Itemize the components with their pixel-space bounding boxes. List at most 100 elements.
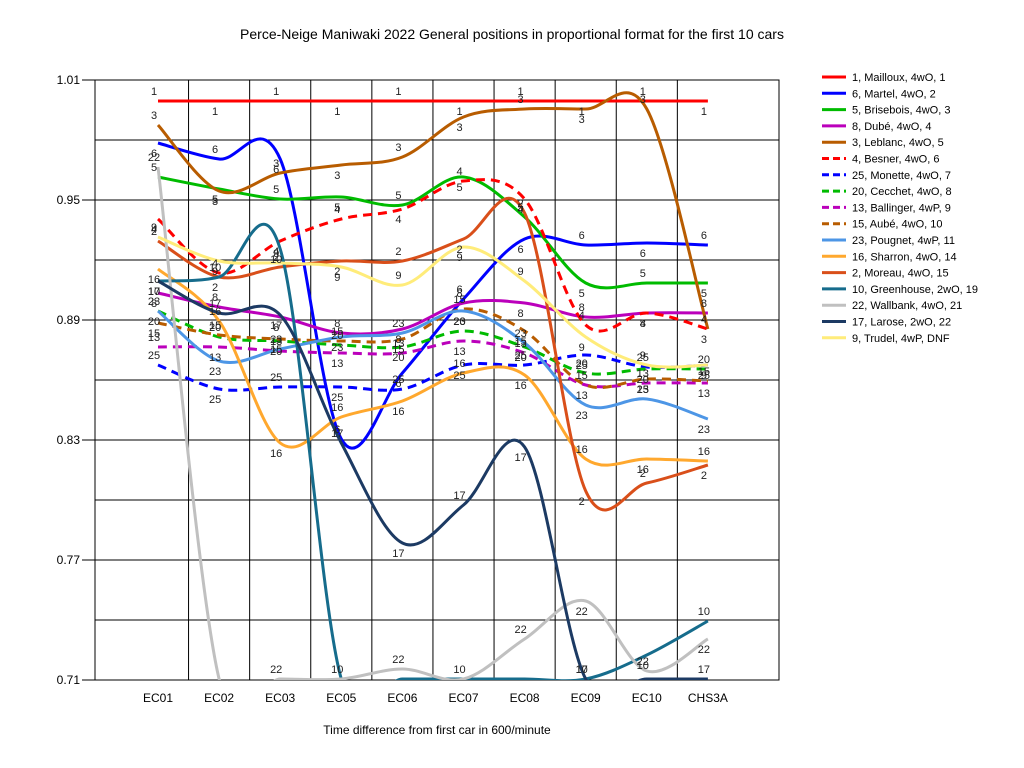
series-line-5 (157, 175, 708, 290)
point-label: 25 (453, 370, 465, 382)
series-line-17 (157, 279, 708, 680)
legend-entry: 17, Larose, 2wO, 22 (852, 317, 951, 329)
point-label: 23 (453, 316, 465, 328)
point-label: 2 (579, 496, 585, 508)
point-label: 4 (518, 204, 524, 216)
point-label: 23 (576, 410, 588, 422)
point-label: 4 (395, 214, 401, 226)
point-label: 23 (392, 318, 404, 330)
point-label: 23 (148, 296, 160, 308)
point-label: 16 (576, 444, 588, 456)
legend-entry: 1, Mailloux, 4wO, 1 (852, 72, 946, 84)
point-label: 17 (698, 664, 710, 676)
x-tick-label: CHS3A (688, 691, 728, 705)
point-label: 25 (392, 374, 404, 386)
point-label: 16 (331, 402, 343, 414)
point-label: 20 (514, 352, 526, 364)
point-label: 3 (334, 170, 340, 182)
point-label: 9 (212, 266, 218, 278)
series-line-8 (157, 291, 708, 336)
point-label: 13 (698, 388, 710, 400)
series-line-16 (157, 267, 708, 467)
series-line-20 (157, 309, 708, 376)
point-label: 23 (514, 328, 526, 340)
legend-entry: 9, Trudel, 4wP, DNF (852, 333, 950, 345)
point-label: 4 (151, 224, 157, 236)
point-label: 9 (395, 270, 401, 282)
point-label: 20 (637, 374, 649, 386)
point-label: 22 (576, 606, 588, 618)
series-lines (156, 91, 710, 680)
x-tick-label: EC01 (143, 691, 173, 705)
point-label: 2 (518, 198, 524, 210)
series-line-6 (157, 137, 708, 450)
point-label: 22 (148, 152, 160, 164)
x-axis-label: Time difference from first car in 600/mi… (323, 723, 551, 737)
legend-entry: 13, Ballinger, 4wP, 9 (852, 202, 951, 214)
point-label: 5 (456, 182, 462, 194)
point-label: 8 (456, 288, 462, 300)
legend-entry: 16, Sharron, 4wO, 14 (852, 251, 957, 263)
point-label: 3 (640, 94, 646, 106)
point-label: 5 (579, 288, 585, 300)
point-label: 1 (701, 106, 707, 118)
point-label: 2 (395, 246, 401, 258)
point-label: 6 (579, 230, 585, 242)
point-label: 3 (212, 196, 218, 208)
x-tick-label: EC02 (204, 691, 234, 705)
point-label: 3 (273, 158, 279, 170)
legend-entry: 22, Wallbank, 4wO, 21 (852, 300, 962, 312)
point-label: 8 (395, 334, 401, 346)
point-label: 15 (637, 384, 649, 396)
y-tick-label: 1.01 (57, 73, 81, 87)
point-label: 16 (209, 306, 221, 318)
point-label: 10 (209, 262, 221, 274)
point-label: 10 (698, 606, 710, 618)
legend-entry: 25, Monette, 4wO, 7 (852, 170, 951, 182)
point-label: 2 (456, 244, 462, 256)
x-tick-label: EC06 (387, 691, 417, 705)
x-tick-label: EC05 (326, 691, 356, 705)
point-label: 1 (518, 86, 524, 98)
point-label: 1 (151, 86, 157, 98)
point-label: 13 (637, 368, 649, 380)
point-label: 20 (331, 330, 343, 342)
point-label: 13 (331, 358, 343, 370)
point-label: 9 (640, 350, 646, 362)
point-label: 22 (637, 656, 649, 668)
point-label: 1 (640, 86, 646, 98)
point-label: 17 (514, 452, 526, 464)
x-tick-label: EC10 (632, 691, 662, 705)
point-label: 8 (518, 308, 524, 320)
point-label: 10 (637, 660, 649, 672)
point-label: 6 (701, 230, 707, 242)
point-label: 4 (701, 314, 707, 326)
point-label: 10 (453, 664, 465, 676)
chart-title: Perce-Neige Maniwaki 2022 General positi… (240, 26, 784, 42)
legend-entry: 4, Besner, 4wO, 6 (852, 154, 939, 166)
point-label: 25 (637, 352, 649, 364)
point-label: 6 (456, 284, 462, 296)
point-label: 17 (392, 548, 404, 560)
point-label: 4 (212, 258, 218, 270)
point-label: 20 (453, 316, 465, 328)
series-line-25 (157, 353, 708, 392)
point-label: 25 (576, 360, 588, 372)
point-label: 1 (579, 106, 585, 118)
point-label: 9 (701, 370, 707, 382)
point-label: 17 (270, 320, 282, 332)
y-tick-label: 0.89 (57, 313, 81, 327)
legend-entry: 3, Leblanc, 4wO, 5 (852, 137, 944, 149)
point-label: 1 (456, 106, 462, 118)
point-label: 16 (148, 274, 160, 286)
point-label: 2 (273, 252, 279, 264)
point-label: 10 (331, 664, 343, 676)
point-label: 8 (212, 292, 218, 304)
legend-entry: 23, Pougnet, 4wP, 11 (852, 235, 955, 247)
point-label: 9 (151, 222, 157, 234)
point-label: 1 (212, 106, 218, 118)
point-label: 15 (576, 370, 588, 382)
point-label: 4 (273, 246, 279, 258)
point-label: 16 (392, 406, 404, 418)
point-label: 13 (453, 346, 465, 358)
